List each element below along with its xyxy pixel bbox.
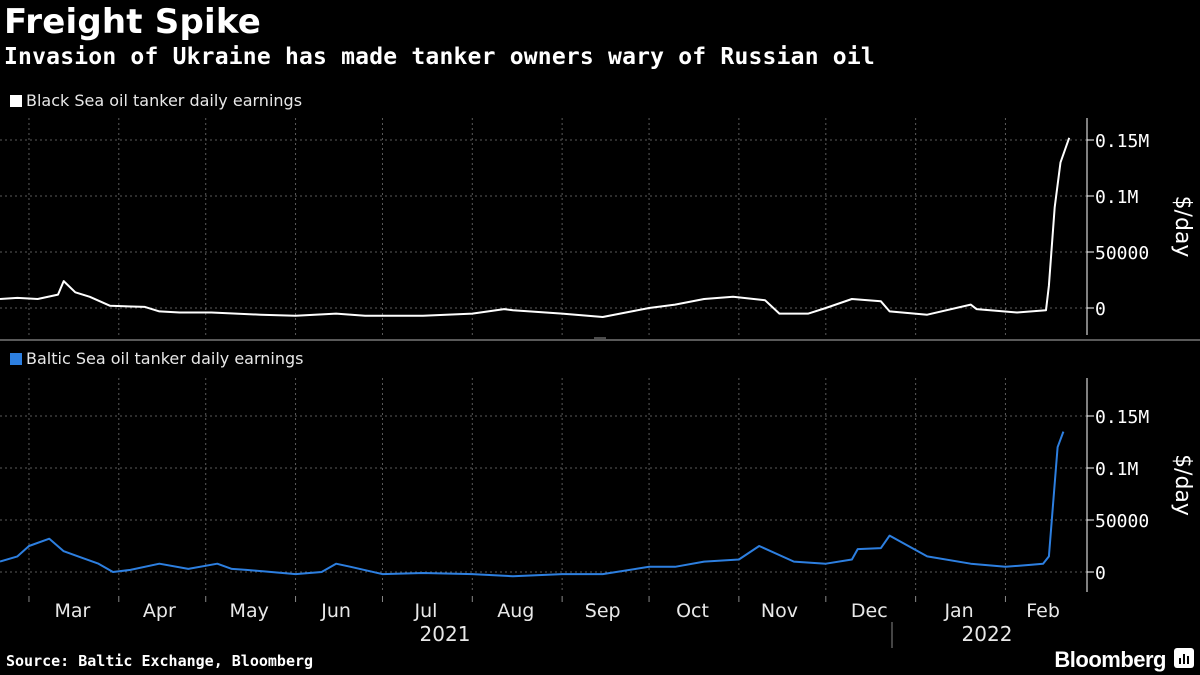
x-tick-label-aug: Aug [497,600,534,622]
legend-label-black-sea: Black Sea oil tanker daily earnings [26,91,303,110]
y-tick-label: 0.1M [1095,187,1139,208]
x-tick-label-nov: Nov [761,600,798,622]
chart-panel-1: 0 50000 0.1M 0.15M $/day [0,118,1195,335]
x-tick-label-jul: Jul [413,600,437,622]
x-tick-label-mar: Mar [55,600,91,622]
x-tick-label-jun: Jun [320,600,351,622]
x-tick-label-feb: Feb [1026,600,1060,622]
chart-subtitle: Invasion of Ukraine has made tanker owne… [4,44,875,70]
bloomberg-terminal-icon [1174,648,1194,668]
legend-black-sea: Black Sea oil tanker daily earnings [10,91,302,110]
y-tick-label: 0.1M [1095,459,1139,480]
series-line-black-sea [0,137,1071,318]
y-tick-label: 0 [1095,299,1106,320]
legend-baltic-sea: Baltic Sea oil tanker daily earnings [10,349,303,368]
legend-swatch-baltic-sea [10,353,22,365]
series-line-baltic-sea [0,431,1065,578]
year-label-2021: 2021 [420,622,471,646]
x-tick-label-apr: Apr [143,600,176,622]
x-tick-label-jan: Jan [943,600,973,622]
y-tick-label: 0.15M [1095,407,1149,428]
year-label-2022: 2022 [962,622,1013,646]
chart-title: Freight Spike [4,2,262,42]
legend-label-baltic-sea: Baltic Sea oil tanker daily earnings [26,349,304,368]
source-note: Source: Baltic Exchange, Bloomberg [6,652,314,670]
legend-swatch-black-sea [10,95,22,107]
y-tick-label: 50000 [1095,243,1149,264]
x-tick-label-oct: Oct [676,600,709,622]
y-axis-unit: $/day [1170,196,1195,258]
y-axis-unit: $/day [1170,454,1195,516]
brand-logo: Bloomberg [1054,647,1166,672]
y-tick-label: 0.15M [1095,131,1149,152]
y-tick-label: 50000 [1095,511,1149,532]
x-tick-label-may: May [230,600,269,622]
x-axis: Mar Apr May Jun Jul Aug Sep Oct Nov Dec Jan Feb 2021… [28,596,1060,648]
x-tick-label-sep: Sep [585,600,621,622]
x-tick-label-dec: Dec [851,600,888,622]
y-tick-label: 0 [1095,563,1106,584]
chart-panel-2: 0 50000 0.1M 0.15M $/day [0,378,1195,592]
